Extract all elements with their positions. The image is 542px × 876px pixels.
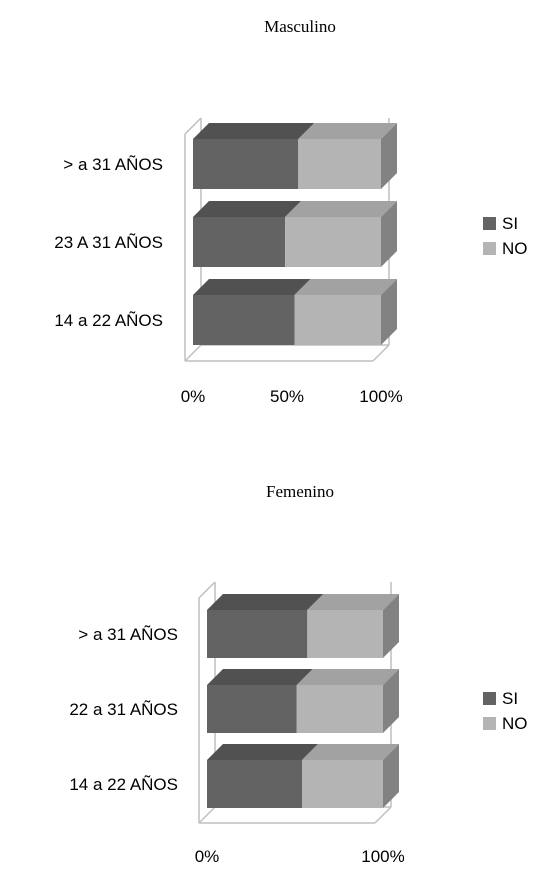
bar-top-face: [193, 279, 311, 295]
bar-row: 14 a 22 AÑOS: [54, 279, 397, 345]
bar-front-face: [302, 760, 383, 808]
bar-segment-no: [298, 123, 397, 189]
bar-row: 23 A 31 AÑOS: [54, 201, 397, 267]
bar-top-face: [193, 201, 302, 217]
legend-swatch: [483, 692, 496, 705]
bar-side-face: [381, 123, 397, 189]
x-tick-label: 100%: [359, 387, 402, 406]
x-tick-label: 100%: [361, 847, 404, 866]
category-label: 22 a 31 AÑOS: [69, 700, 178, 719]
bar-top-face: [207, 669, 313, 685]
legend: SI NO: [483, 214, 528, 258]
bar-top-face: [285, 201, 397, 217]
bar-segment-si: [193, 279, 311, 345]
legend: SI NO: [483, 689, 528, 733]
bar-side-face: [383, 594, 399, 658]
category-label: 23 A 31 AÑOS: [54, 233, 163, 252]
frame-top-left-edge: [198, 581, 216, 599]
bar-front-face: [193, 295, 295, 345]
bar-top-face: [294, 279, 397, 295]
bar-front-face: [207, 610, 308, 658]
bar-segment-si: [193, 123, 315, 189]
bar-top-face: [307, 594, 399, 610]
bar-front-face: [207, 760, 303, 808]
legend-item-si: SI: [483, 689, 518, 708]
bar-front-face: [285, 217, 381, 267]
bar-side-face: [383, 744, 399, 808]
bar-row: > a 31 AÑOS: [78, 594, 399, 658]
bar-top-face: [296, 669, 399, 685]
legend-swatch: [483, 242, 496, 255]
x-tick-label: 0%: [181, 387, 206, 406]
bar-front-face: [193, 139, 299, 189]
bar-front-face: [207, 685, 297, 733]
chart-2: Femenino 14 a 22 AÑOS 22 a 31 AÑOS > a 31 A…: [69, 482, 527, 866]
bar-segment-no: [307, 594, 399, 658]
legend-item-no: NO: [483, 239, 528, 258]
legend-swatch: [483, 217, 496, 230]
frame-floor-left: [198, 806, 216, 824]
category-label: 14 a 22 AÑOS: [69, 775, 178, 794]
x-tick-label: 50%: [270, 387, 304, 406]
legend-label: NO: [502, 239, 528, 258]
bar-row: > a 31 AÑOS: [63, 123, 397, 189]
category-label: > a 31 AÑOS: [78, 625, 178, 644]
category-label: > a 31 AÑOS: [63, 155, 163, 174]
bar-segment-no: [294, 279, 397, 345]
bar-front-face: [296, 685, 383, 733]
category-label: 14 a 22 AÑOS: [54, 311, 163, 330]
legend-label: SI: [502, 214, 518, 233]
bar-side-face: [381, 201, 397, 267]
bar-front-face: [193, 217, 286, 267]
legend-label: NO: [502, 714, 528, 733]
bar-front-face: [294, 295, 381, 345]
frame-top-left-edge: [184, 117, 202, 135]
chart-title: Masculino: [264, 17, 336, 36]
bar-segment-si: [193, 201, 302, 267]
bar-side-face: [383, 669, 399, 733]
bar-segment-si: [207, 669, 313, 733]
bar-side-face: [381, 279, 397, 345]
frame-floor-right: [372, 344, 390, 362]
chart-title: Femenino: [266, 482, 334, 501]
bar-front-face: [307, 610, 383, 658]
bar-segment-si: [207, 744, 319, 808]
legend-label: SI: [502, 689, 518, 708]
frame-floor-left: [184, 344, 202, 362]
legend-swatch: [483, 717, 496, 730]
legend-item-no: NO: [483, 714, 528, 733]
bar-segment-no: [296, 669, 399, 733]
bar-top-face: [302, 744, 399, 760]
legend-item-si: SI: [483, 214, 518, 233]
frame-floor-right: [374, 806, 392, 824]
bar-top-face: [193, 123, 315, 139]
bar-front-face: [298, 139, 381, 189]
x-tick-label: 0%: [195, 847, 220, 866]
bar-segment-no: [302, 744, 399, 808]
bar-row: 22 a 31 AÑOS: [69, 669, 399, 733]
bar-row: 14 a 22 AÑOS: [69, 744, 399, 808]
chart-1: Masculino 14 a 22 AÑOS 23 A 31 AÑOS > a 31 …: [54, 17, 527, 406]
bar-top-face: [207, 594, 324, 610]
bar-segment-no: [285, 201, 397, 267]
bar-top-face: [207, 744, 319, 760]
bar-segment-si: [207, 594, 324, 658]
bar-top-face: [298, 123, 397, 139]
